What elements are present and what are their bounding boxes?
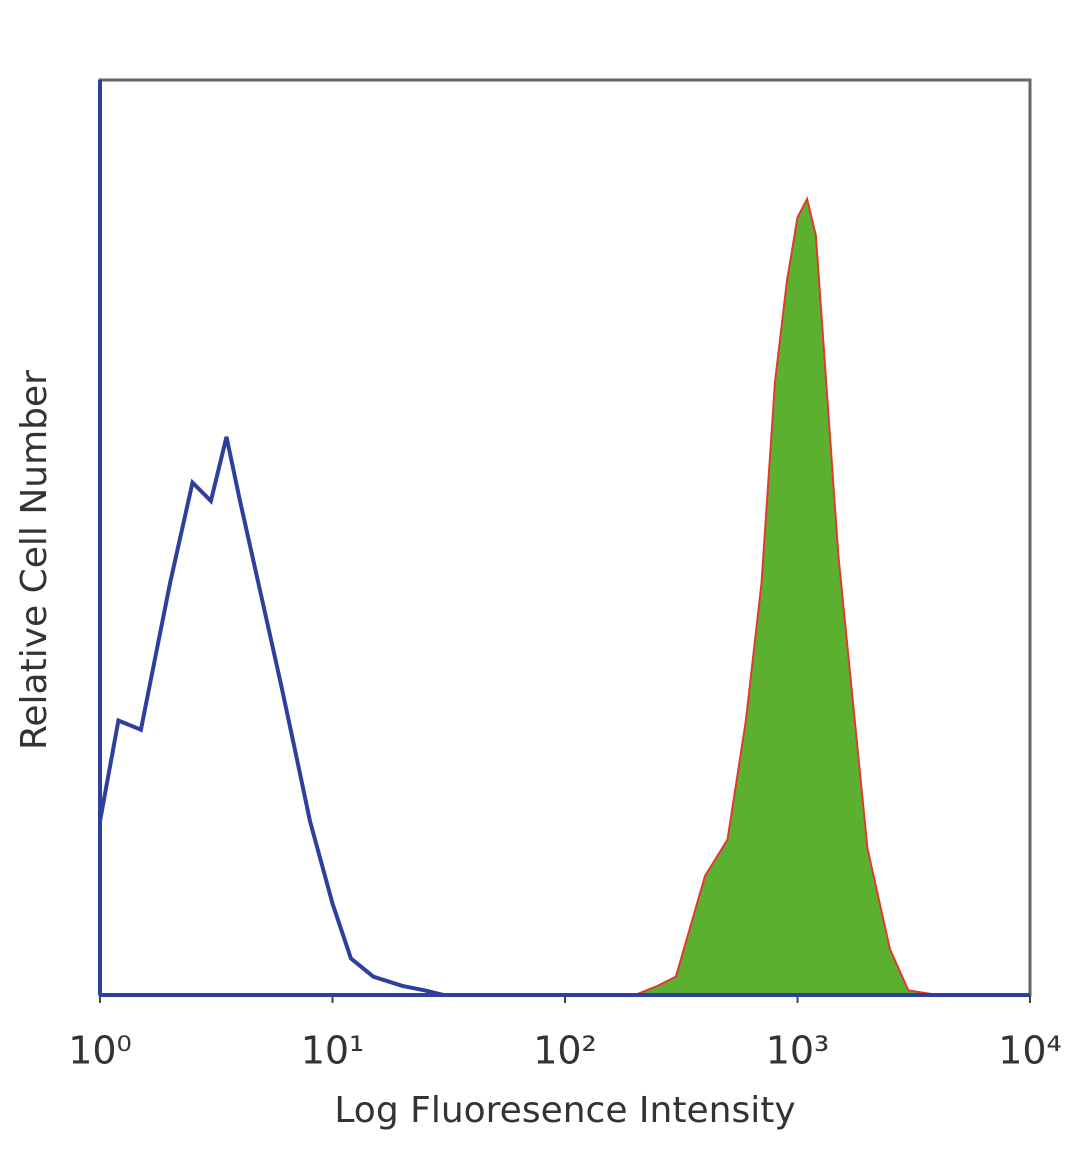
x-tick-label: 10¹: [301, 1029, 365, 1073]
x-tick-label: 10³: [766, 1029, 830, 1073]
histogram-line: [98, 436, 1030, 997]
filled-histogram: [100, 196, 1030, 996]
plot-frame: [98, 78, 1032, 997]
x-tick-label: 10⁰: [68, 1029, 132, 1073]
x-tick-label: 10⁴: [998, 1029, 1062, 1073]
x-axis-label: Log Fluoresence Intensity: [334, 1090, 795, 1131]
x-tick-label: 10²: [533, 1029, 597, 1073]
y-axis-label: Relative Cell Number: [14, 370, 55, 750]
